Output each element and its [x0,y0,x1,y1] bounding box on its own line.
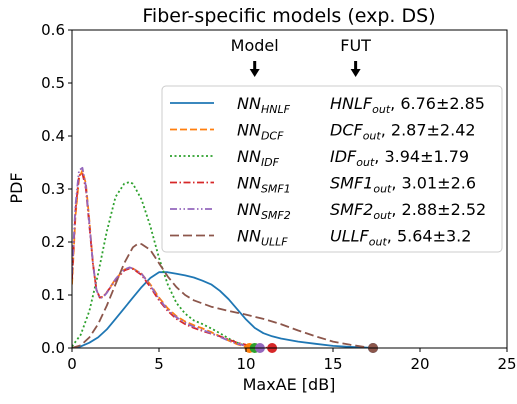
y-axis-label: PDF [7,172,26,203]
annotation-layer: Model FUT [231,36,371,77]
legend-model-label: NNULLF [237,227,288,249]
legend: NNHNLF HNLFout, 6.76±2.85 NNDCF DCFout, 2.8… [161,85,503,253]
y-tick-label: 0.4 [41,127,65,145]
legend-fut-label: IDFout, 3.94±1.79 [330,147,469,169]
x-tick-label: 15 [323,355,342,373]
y-tick-label: 0.0 [41,339,65,357]
legend-fut-label: ULLFout, 5.64±3.2 [330,227,471,249]
x-axis-label: MaxAE [dB] [243,375,336,394]
y-tick-label: 0.6 [41,21,65,39]
series-line-hnlf [72,271,374,348]
y-tick-label: 0.3 [41,180,65,198]
y-tick-label: 0.1 [41,286,65,304]
y-tick-label: 0.2 [41,233,65,251]
arrow-down-icon [350,69,361,77]
legend-model-label: NNIDF [237,147,280,169]
legend-fut-label: HNLFout, 6.76±2.85 [330,94,485,116]
x-tick-label: 10 [236,355,255,373]
legend-box [161,85,503,253]
series-line-ullf [72,242,374,348]
x-tick-label: 25 [497,355,516,373]
legend-model-label: NNDCF [237,121,284,143]
legend-fut-label: DCFout, 2.87±2.42 [330,121,476,143]
legend-model-label: NNHNLF [237,94,291,116]
legend-fut-label: SMF1out, 3.01±2.6 [330,174,476,196]
ticks-layer: 0 5 10 15 20 25 0.0 0.1 0.2 0.3 0.4 0.5 0.6 [41,21,516,373]
series-layer [72,166,374,348]
x-tick-label: 0 [67,355,77,373]
annotation-label: FUT [340,36,371,55]
y-tick-label: 0.5 [41,74,65,92]
annotation-label: Model [231,36,279,55]
legend-model-label: NNSMF1 [237,174,291,196]
x-tick-label: 20 [410,355,429,373]
legend-fut-label: SMF2out, 2.88±2.52 [330,200,486,222]
x-tick-label: 5 [154,355,164,373]
legend-model-label: NNSMF2 [237,200,291,222]
arrow-down-icon [249,69,260,77]
series-line-smf2 [72,166,260,348]
chart-title: Fiber-specific models (exp. DS) [142,5,435,27]
